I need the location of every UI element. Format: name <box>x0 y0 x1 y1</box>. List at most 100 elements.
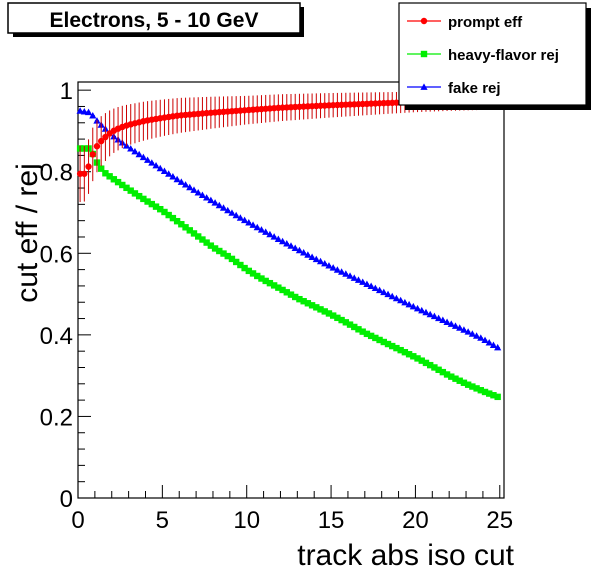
chart-title: Electrons, 5 - 10 GeV <box>50 9 259 32</box>
data-point <box>160 167 169 174</box>
data-point <box>156 164 164 172</box>
x-tick-label: 0 <box>71 507 84 534</box>
data-point <box>97 165 105 172</box>
data-point <box>401 348 409 356</box>
data-point <box>468 330 476 337</box>
data-point <box>173 217 181 225</box>
y-tick-label: 0.6 <box>40 241 73 268</box>
data-point <box>409 302 417 310</box>
data-point <box>367 332 375 340</box>
data-point <box>304 300 312 307</box>
data-point <box>426 361 434 369</box>
data-point <box>355 326 362 333</box>
legend-items: prompt eff heavy-flavor rej fake rej <box>407 14 559 97</box>
data-point <box>207 196 215 204</box>
data-point <box>456 324 464 331</box>
data-point <box>262 228 270 235</box>
data-point <box>489 341 498 348</box>
data-point <box>119 181 126 189</box>
data-point <box>203 239 210 246</box>
data-point <box>253 223 261 231</box>
data-point <box>413 304 422 312</box>
data-point <box>203 194 211 201</box>
y-tick-label: 0.8 <box>40 160 73 187</box>
data-point <box>447 320 455 327</box>
data-point <box>173 175 181 183</box>
data-point <box>245 219 253 226</box>
data-point <box>216 247 223 255</box>
axis-ticks <box>77 89 501 499</box>
data-point <box>435 314 443 322</box>
data-point <box>397 346 404 354</box>
data-point <box>161 208 168 216</box>
data-point <box>329 312 337 319</box>
legend-label: heavy-flavor rej <box>448 47 559 64</box>
data-point <box>186 183 194 191</box>
data-point <box>266 230 274 238</box>
data-point <box>410 353 417 360</box>
data-point <box>194 188 202 196</box>
data-point <box>477 334 485 341</box>
data-point <box>85 163 92 170</box>
data-point <box>270 282 278 289</box>
data-point <box>140 195 147 203</box>
data-point <box>228 255 236 263</box>
data-point <box>346 321 354 328</box>
data-point <box>296 295 303 303</box>
data-point <box>481 388 489 396</box>
data-point <box>380 338 387 346</box>
data-point <box>452 375 459 382</box>
y-tick-label: 0.2 <box>40 404 73 431</box>
data-point <box>481 336 489 344</box>
data-point <box>342 270 350 277</box>
x-axis-label: track abs iso cut <box>297 539 514 572</box>
data-point <box>97 137 105 145</box>
data-point <box>317 306 324 313</box>
data-point <box>448 373 455 380</box>
data-point <box>350 274 358 281</box>
data-point <box>135 150 143 158</box>
data-point <box>325 262 333 269</box>
data-point <box>300 298 307 305</box>
data-point <box>300 248 308 256</box>
data-point <box>375 286 384 294</box>
data-point <box>494 393 501 401</box>
data-point <box>249 270 257 277</box>
data-point <box>144 198 151 205</box>
data-point <box>257 226 266 233</box>
data-point <box>245 267 253 275</box>
data-point <box>359 278 367 285</box>
data-point <box>186 227 193 234</box>
data-point <box>422 359 430 367</box>
plot-frame <box>77 81 505 499</box>
data-point <box>219 204 228 211</box>
data-point <box>123 184 130 192</box>
data-point <box>177 178 185 185</box>
data-point <box>152 203 160 210</box>
data-point <box>460 379 468 386</box>
data-point <box>426 310 434 318</box>
data-point <box>389 342 396 350</box>
data-point <box>89 151 96 158</box>
data-point <box>363 280 371 287</box>
series-layer <box>76 91 502 401</box>
data-point <box>485 339 493 346</box>
data-point <box>384 290 392 298</box>
data-point <box>333 266 341 273</box>
y-tick-label: 0 <box>60 486 73 513</box>
data-point <box>418 357 425 364</box>
data-point <box>262 277 269 285</box>
legend-marker <box>420 50 428 58</box>
data-point <box>198 191 207 199</box>
data-point <box>249 221 257 228</box>
data-point <box>76 107 84 114</box>
data-point <box>148 159 156 166</box>
data-point <box>325 310 333 317</box>
data-point <box>131 190 139 197</box>
data-point <box>405 351 413 358</box>
data-point <box>351 323 358 331</box>
data-point <box>372 334 379 342</box>
data-point <box>439 316 447 324</box>
data-point <box>329 264 337 271</box>
data-point <box>236 214 244 221</box>
